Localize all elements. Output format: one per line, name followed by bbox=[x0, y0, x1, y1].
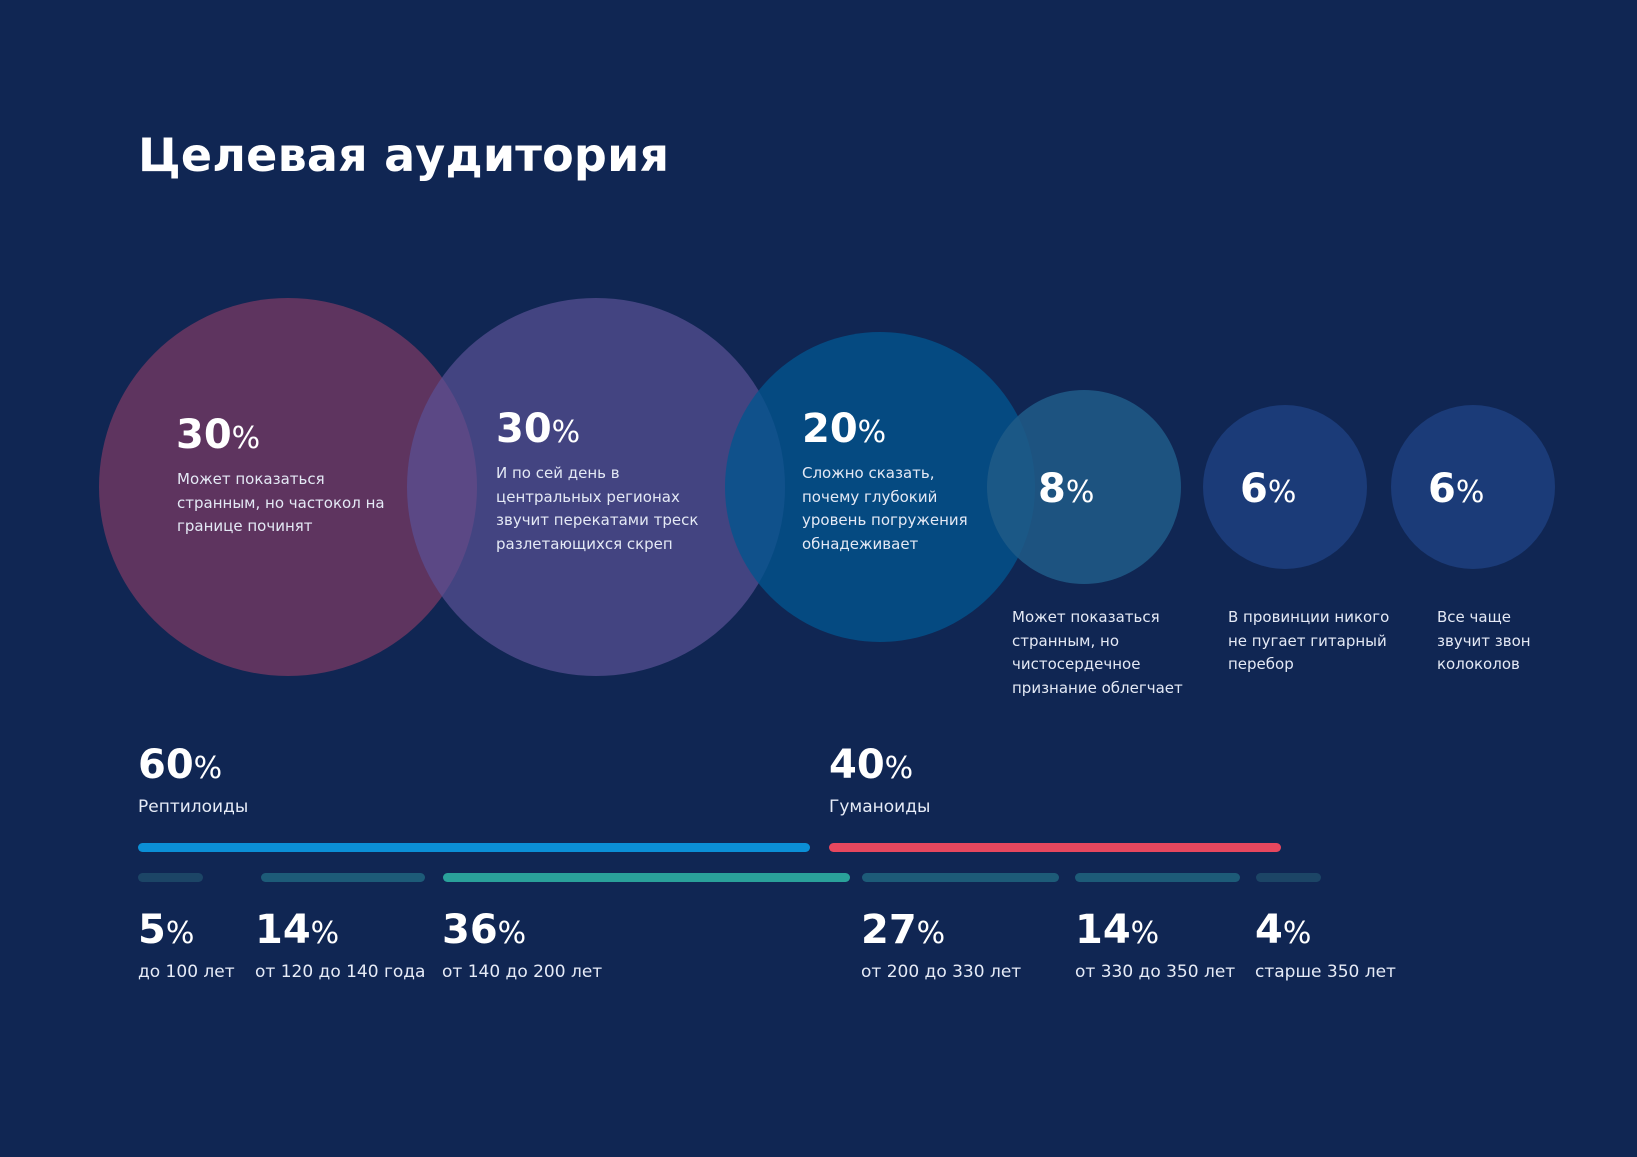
age-4-bar bbox=[862, 873, 1059, 882]
age-5-percent: 14% bbox=[1075, 907, 1159, 953]
age-1-label: до 100 лет bbox=[138, 962, 235, 982]
age-5-percent-sign: % bbox=[1130, 916, 1160, 951]
age-3-percent: 36% bbox=[442, 907, 526, 953]
age-4-percent-value: 27 bbox=[861, 907, 917, 953]
age-2-bar bbox=[261, 873, 425, 882]
age-6-percent: 4% bbox=[1255, 907, 1311, 953]
bubble-2-percent-sign: % bbox=[551, 415, 581, 450]
bubble-1-percent: 30% bbox=[176, 412, 260, 458]
bubble-4-description: Может показаться странным, но чистосерде… bbox=[1012, 608, 1183, 697]
age-1-percent-sign: % bbox=[165, 916, 195, 951]
bubble-3-percent-sign: % bbox=[857, 415, 887, 450]
species-1-percent: 60% bbox=[138, 742, 222, 788]
bubble-6 bbox=[1391, 405, 1555, 569]
page-title: Целевая аудитория bbox=[138, 128, 670, 182]
bubble-4 bbox=[987, 390, 1181, 584]
age-3-label: от 140 до 200 лет bbox=[442, 962, 603, 982]
age-3-percent-sign: % bbox=[497, 916, 527, 951]
age-1-bar bbox=[138, 873, 203, 882]
bubble-2-percent-value: 30 bbox=[496, 406, 552, 452]
bubble-6-percent: 6% bbox=[1428, 466, 1484, 512]
bubble-1-percent-sign: % bbox=[231, 421, 261, 456]
bubble-2-percent: 30% bbox=[496, 406, 580, 452]
bubble-4-percent: 8% bbox=[1038, 466, 1094, 512]
age-3-percent-value: 36 bbox=[442, 907, 498, 953]
bubble-1-description: Может показаться странным, но частокол н… bbox=[177, 470, 385, 535]
age-1-percent-value: 5 bbox=[138, 907, 166, 953]
bubble-5-percent-sign: % bbox=[1267, 475, 1297, 510]
bubble-6-description: Все чаще звучит звон колоколов bbox=[1437, 608, 1531, 673]
age-4-percent-sign: % bbox=[916, 916, 946, 951]
species-1-label: Рептилоиды bbox=[138, 797, 249, 817]
age-6-percent-value: 4 bbox=[1255, 907, 1283, 953]
age-2-percent-sign: % bbox=[310, 916, 340, 951]
bubble-3-description: Сложно сказать, почему глубокий уровень … bbox=[802, 464, 968, 553]
bubble-2 bbox=[407, 298, 785, 676]
bubble-6-percent-value: 6 bbox=[1428, 466, 1456, 512]
bubble-5-percent-value: 6 bbox=[1240, 466, 1268, 512]
species-2-percent: 40% bbox=[829, 742, 913, 788]
bubble-2-description: И по сей день в центральных регионах зву… bbox=[496, 464, 699, 553]
species-2-label: Гуманоиды bbox=[829, 797, 931, 817]
age-6-bar bbox=[1256, 873, 1321, 882]
bubble-4-percent-sign: % bbox=[1065, 475, 1095, 510]
bubble-5-description: В провинции никого не пугает гитарный пе… bbox=[1228, 608, 1390, 673]
age-6-label: старше 350 лет bbox=[1255, 962, 1396, 982]
age-3-bar bbox=[443, 873, 850, 882]
bubble-4-percent-value: 8 bbox=[1038, 466, 1066, 512]
age-2-percent-value: 14 bbox=[255, 907, 311, 953]
age-5-label: от 330 до 350 лет bbox=[1075, 962, 1236, 982]
bubble-5 bbox=[1203, 405, 1367, 569]
age-4-percent: 27% bbox=[861, 907, 945, 953]
species-1-percent-sign: % bbox=[193, 751, 223, 786]
bubble-1-percent-value: 30 bbox=[176, 412, 232, 458]
age-4-label: от 200 до 330 лет bbox=[861, 962, 1022, 982]
bubble-3-percent: 20% bbox=[802, 406, 886, 452]
species-1-percent-value: 60 bbox=[138, 742, 194, 788]
bubble-3 bbox=[725, 332, 1035, 642]
species-2-bar bbox=[829, 843, 1281, 852]
bubble-3-percent-value: 20 bbox=[802, 406, 858, 452]
age-5-bar bbox=[1075, 873, 1240, 882]
bubble-6-percent-sign: % bbox=[1455, 475, 1485, 510]
age-1-percent: 5% bbox=[138, 907, 194, 953]
species-2-percent-value: 40 bbox=[829, 742, 885, 788]
age-2-label: от 120 до 140 года bbox=[255, 962, 426, 982]
species-2-percent-sign: % bbox=[884, 751, 914, 786]
age-2-percent: 14% bbox=[255, 907, 339, 953]
bubble-5-percent: 6% bbox=[1240, 466, 1296, 512]
age-6-percent-sign: % bbox=[1282, 916, 1312, 951]
age-5-percent-value: 14 bbox=[1075, 907, 1131, 953]
species-1-bar bbox=[138, 843, 810, 852]
